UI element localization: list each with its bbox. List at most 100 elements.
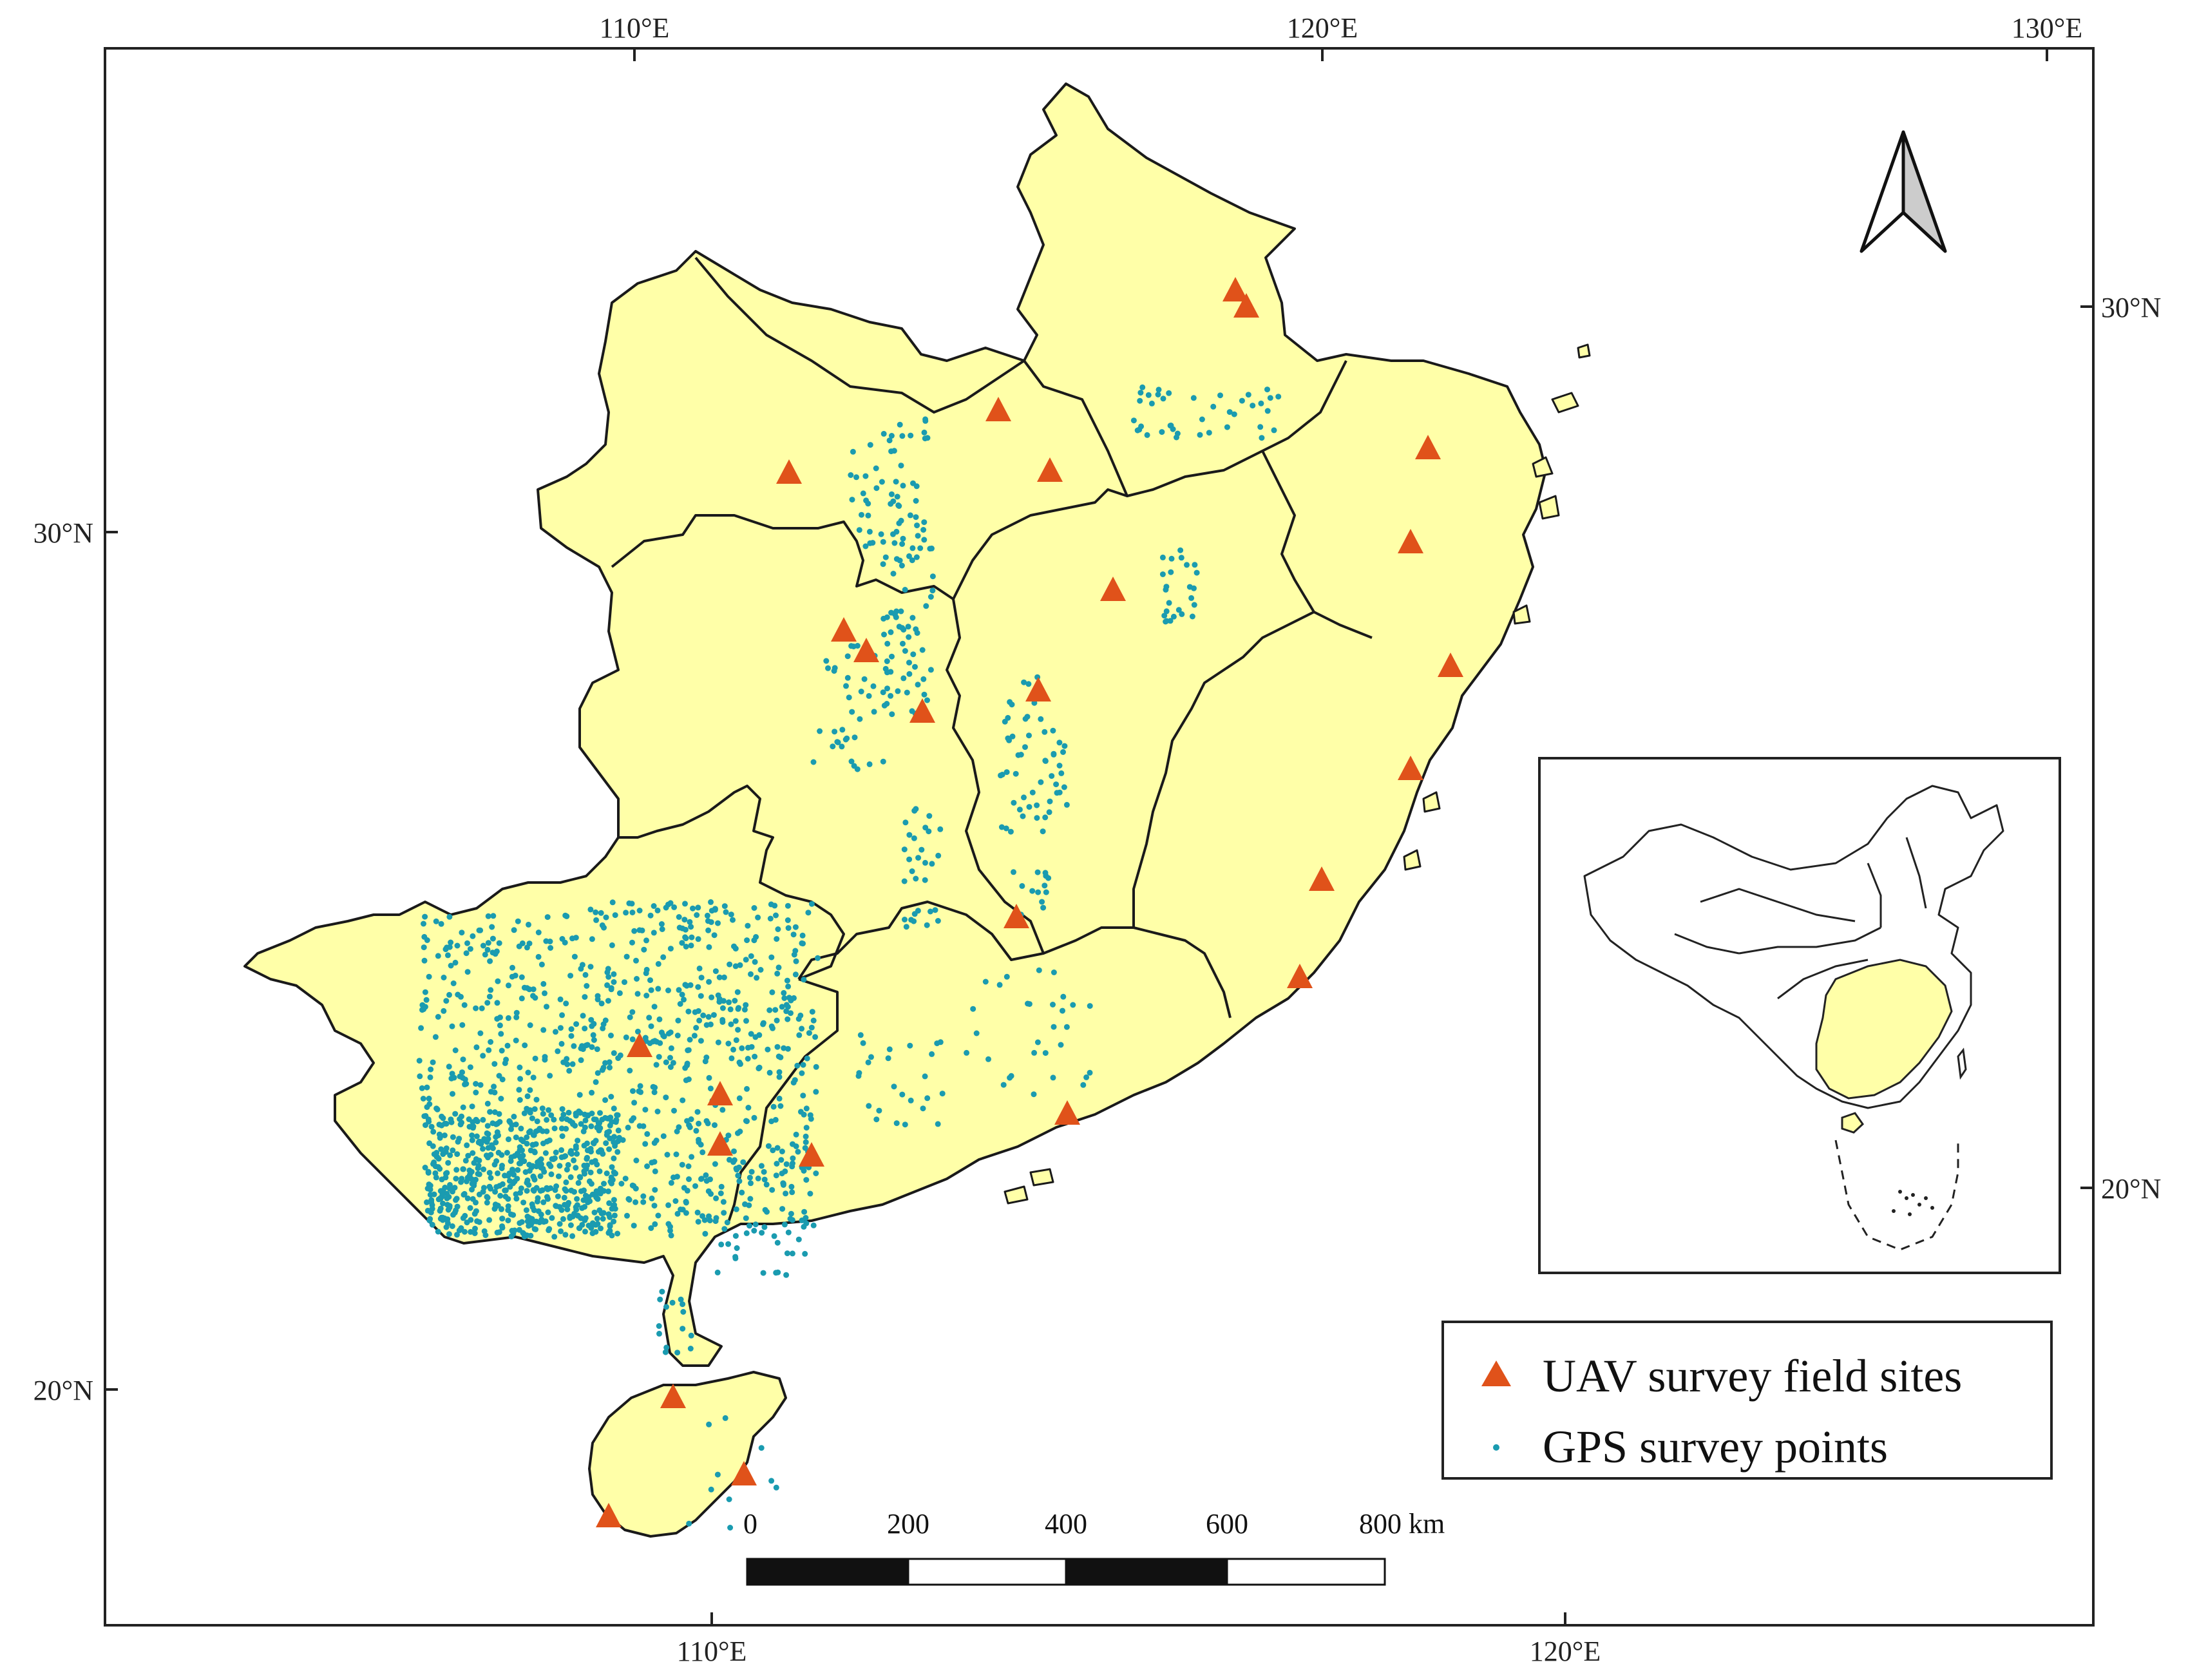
gps-point	[562, 1232, 569, 1238]
left-label-30n: 30°N	[33, 517, 93, 549]
gps-point	[582, 1204, 588, 1210]
gps-point	[537, 1188, 544, 1194]
gps-point	[881, 702, 888, 709]
gps-point	[524, 1177, 531, 1183]
gps-point	[564, 1167, 570, 1173]
gps-point	[567, 973, 574, 979]
gps-point	[681, 917, 688, 923]
gps-point	[897, 421, 903, 428]
gps-point	[513, 1009, 520, 1016]
gps-point	[529, 1115, 535, 1122]
gps-point	[694, 1209, 701, 1216]
gps-point	[591, 1116, 597, 1123]
gps-point	[876, 1107, 882, 1114]
gps-point	[1148, 400, 1155, 406]
gps-point	[648, 987, 654, 993]
gps-point	[659, 1288, 665, 1295]
gps-point	[747, 1174, 753, 1181]
gps-point	[905, 624, 911, 630]
gps-point	[790, 1160, 795, 1167]
gps-point	[1038, 779, 1044, 785]
gps-point	[815, 955, 821, 961]
gps-point	[559, 1133, 566, 1140]
gps-point	[423, 997, 430, 1003]
gps-point	[678, 1296, 684, 1303]
gps-point	[633, 957, 639, 964]
gps-point	[422, 1004, 428, 1010]
gps-point	[667, 1055, 673, 1061]
gps-point	[623, 1034, 629, 1040]
gps-point	[801, 977, 807, 983]
gps-point	[760, 1020, 766, 1026]
gps-point	[446, 1064, 452, 1070]
inset-highlight	[1815, 959, 1953, 1100]
gps-point	[802, 1250, 808, 1257]
gps-point	[880, 689, 886, 696]
gps-point	[480, 1185, 487, 1191]
gps-point	[751, 1114, 757, 1121]
gps-point	[667, 1064, 674, 1070]
gps-point	[512, 972, 518, 978]
gps-point	[680, 1326, 686, 1332]
gps-point	[748, 971, 754, 977]
gps-point	[651, 1159, 658, 1165]
province-boundaries	[611, 256, 1373, 1225]
gps-point	[906, 832, 913, 838]
gps-point	[481, 1228, 488, 1234]
gps-point	[692, 1183, 698, 1189]
gps-point	[674, 1174, 680, 1180]
gps-point	[526, 1161, 533, 1168]
gps-point	[631, 928, 638, 934]
gps-point	[913, 875, 919, 882]
gps-point	[589, 1220, 596, 1227]
gps-point	[808, 901, 815, 907]
gps-point	[564, 1061, 571, 1067]
gps-point	[607, 1214, 613, 1220]
gps-point	[453, 1176, 459, 1182]
gps-point	[785, 1229, 792, 1236]
gps-point	[602, 1114, 609, 1121]
gps-point	[1179, 611, 1185, 617]
gps-point	[548, 1112, 555, 1118]
gps-point	[463, 950, 470, 957]
gps-point	[757, 967, 764, 973]
gps-point	[735, 1172, 741, 1179]
gps-point	[906, 856, 913, 863]
gps-point	[651, 1140, 658, 1146]
gps-point	[557, 1221, 563, 1227]
gps-point	[793, 958, 799, 964]
gps-point	[607, 1064, 613, 1071]
gps-point	[830, 743, 836, 750]
gps-point	[734, 989, 741, 995]
gps-point	[424, 1104, 430, 1111]
gps-point	[648, 1023, 654, 1029]
gps-point	[577, 1174, 584, 1181]
gps-point	[727, 1525, 734, 1531]
inset-islands	[1892, 1190, 1934, 1216]
gps-point	[964, 1049, 970, 1056]
gps-point	[745, 1105, 752, 1111]
gps-point	[917, 545, 924, 551]
gps-point	[1275, 394, 1282, 400]
gps-point	[698, 1141, 704, 1148]
gps-point	[531, 1176, 538, 1183]
gps-point	[899, 433, 906, 439]
gps-point	[487, 1109, 493, 1115]
gps-point	[1020, 813, 1026, 819]
uav-site-marker	[776, 459, 802, 484]
gps-point	[721, 1210, 727, 1216]
gps-point	[719, 1005, 726, 1011]
gps-point	[461, 1190, 468, 1197]
gps-point	[469, 1103, 475, 1110]
gps-point	[743, 957, 749, 963]
gps-point	[529, 1204, 536, 1210]
gps-point	[623, 953, 630, 960]
gps-point	[929, 587, 936, 594]
gps-point	[685, 1076, 692, 1082]
gps-point	[546, 1107, 552, 1113]
right-label-30n: 30°N	[2101, 292, 2161, 323]
gps-point	[491, 1061, 498, 1067]
gps-point	[593, 1228, 599, 1235]
gps-point	[768, 954, 775, 960]
gps-point	[737, 1061, 743, 1067]
